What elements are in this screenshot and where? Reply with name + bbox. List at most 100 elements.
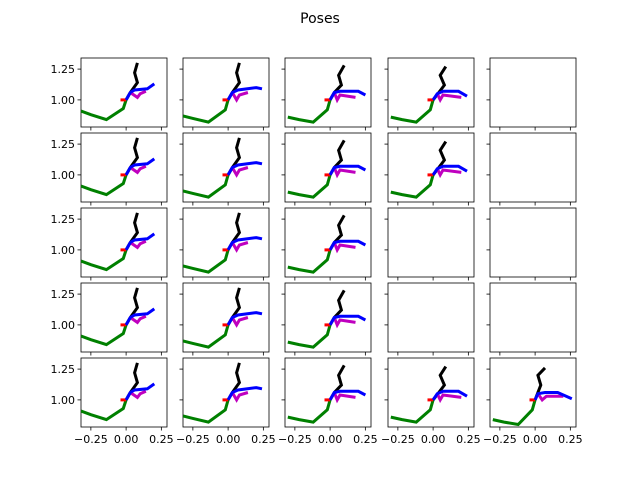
- limb-left-leg: [183, 249, 230, 274]
- pose-skeleton: [287, 139, 367, 199]
- pose-skeleton: [287, 214, 367, 274]
- axes-frame: [182, 357, 270, 428]
- limb-left-arm: [435, 168, 462, 179]
- subplot-r3-c0: 1.00 1.25: [51, 282, 168, 356]
- subplot-r4-c3: −0.25 0.00 0.25: [381, 357, 481, 446]
- limb-left-arm: [332, 91, 356, 104]
- subplot-r2-c3: [384, 207, 475, 281]
- x-tick-label: 0.00: [421, 433, 446, 446]
- limb-left-arm: [129, 239, 147, 250]
- limb-left-arm: [231, 316, 249, 328]
- x-tick-label: −0.25: [381, 433, 415, 446]
- limb-left-leg: [183, 324, 230, 349]
- subplot-r4-c1: −0.25 0.00 0.25: [176, 357, 276, 446]
- pose-skeleton: [81, 137, 156, 197]
- limb-left-leg: [183, 99, 230, 124]
- limb-right-leg: [431, 164, 468, 176]
- limb-left-arm: [332, 166, 356, 179]
- subplot-r2-c2: [281, 207, 372, 281]
- limb-right-leg: [124, 82, 156, 101]
- limb-right-leg: [226, 86, 263, 101]
- subplot-r4-c0: −0.25 0.00 0.25 1.00 1.25: [51, 357, 174, 446]
- limb-left-arm: [231, 91, 249, 103]
- subplot-r1-c2: [281, 132, 372, 206]
- limb-left-leg: [287, 324, 332, 349]
- subplot-r3-c4: [486, 282, 577, 356]
- limb-right-leg: [226, 161, 263, 176]
- limb-right-leg: [226, 386, 263, 401]
- limb-left-leg: [390, 399, 435, 424]
- limb-left-arm: [332, 241, 356, 254]
- pose-skeleton: [390, 140, 468, 199]
- y-tick-label: 1.25: [51, 213, 76, 226]
- limb-left-leg: [183, 174, 230, 199]
- limb-left-leg: [81, 174, 128, 197]
- x-tick-label: 0.25: [353, 433, 378, 446]
- pose-skeleton: [81, 287, 156, 347]
- axes-frame: [489, 207, 577, 278]
- x-tick-label: 0.00: [523, 433, 548, 446]
- subplot-r0-c3: [384, 57, 475, 131]
- subplot-r1-c3: [384, 132, 475, 206]
- subplot-r2-c4: [486, 207, 577, 281]
- subplot-r4-c4: −0.25 0.00 0.25: [483, 357, 583, 446]
- pose-skeleton: [287, 364, 367, 424]
- y-tick-label: 1.25: [51, 288, 76, 301]
- subplot-r2-c1: [179, 207, 270, 281]
- limb-left-arm: [435, 93, 462, 104]
- limb-left-leg: [81, 324, 128, 347]
- limb-left-arm: [231, 166, 249, 178]
- limb-right-leg: [431, 389, 468, 401]
- x-tick-label: 0.25: [149, 433, 174, 446]
- pose-skeleton: [287, 64, 367, 124]
- axes-frame: [182, 57, 270, 128]
- subplot-r0-c2: [281, 57, 372, 131]
- limb-right-leg: [328, 239, 367, 251]
- limb-left-leg: [287, 99, 332, 124]
- limb-left-leg: [81, 99, 128, 122]
- x-tick-label: 0.00: [318, 433, 343, 446]
- limb-left-arm: [231, 391, 249, 403]
- y-tick-label: 1.00: [51, 319, 76, 332]
- axes-frame: [284, 207, 372, 278]
- limb-left-arm: [435, 393, 462, 404]
- limb-right-leg: [124, 157, 156, 176]
- x-tick-label: 0.25: [456, 433, 481, 446]
- x-tick-label: −0.25: [176, 433, 210, 446]
- subplot-grid: 1.00 1.25 1.00 1.25 1.00 1.25 1.00 1.25 −0.25 0.0…: [51, 57, 583, 446]
- limb-right-leg: [226, 311, 263, 326]
- pose-skeleton: [287, 289, 367, 349]
- figure-title: Poses: [300, 11, 340, 27]
- limb-left-arm: [332, 391, 356, 404]
- pose-skeleton: [183, 212, 263, 274]
- subplot-r1-c4: [486, 132, 577, 206]
- limb-left-arm: [332, 316, 356, 329]
- pose-skeleton: [81, 62, 156, 122]
- limb-right-leg: [328, 389, 367, 401]
- limb-right-leg: [328, 314, 367, 326]
- limb-left-leg: [287, 399, 332, 424]
- y-tick-label: 1.00: [51, 244, 76, 257]
- x-tick-label: 0.00: [114, 433, 139, 446]
- x-tick-label: −0.25: [483, 433, 517, 446]
- x-tick-label: 0.25: [558, 433, 583, 446]
- pose-skeleton: [183, 62, 263, 124]
- y-tick-label: 1.00: [51, 94, 76, 107]
- y-tick-label: 1.00: [51, 394, 76, 407]
- limb-right-leg: [226, 236, 263, 251]
- axes-frame: [182, 207, 270, 278]
- subplot-r4-c2: −0.25 0.00 0.25: [278, 357, 378, 446]
- x-tick-label: −0.25: [74, 433, 108, 446]
- limb-left-arm: [536, 392, 564, 403]
- limb-left-leg: [390, 99, 435, 124]
- subplot-r1-c1: [179, 132, 270, 206]
- x-tick-label: 0.25: [251, 433, 276, 446]
- subplot-r1-c0: 1.00 1.25: [51, 132, 168, 206]
- subplot-r0-c0: 1.00 1.25: [51, 57, 168, 131]
- limb-right-leg: [124, 307, 156, 326]
- pose-skeleton: [390, 365, 468, 424]
- limb-left-arm: [129, 164, 147, 175]
- limb-left-leg: [183, 399, 230, 424]
- limb-left-leg: [492, 399, 537, 427]
- x-tick-label: 0.00: [216, 433, 241, 446]
